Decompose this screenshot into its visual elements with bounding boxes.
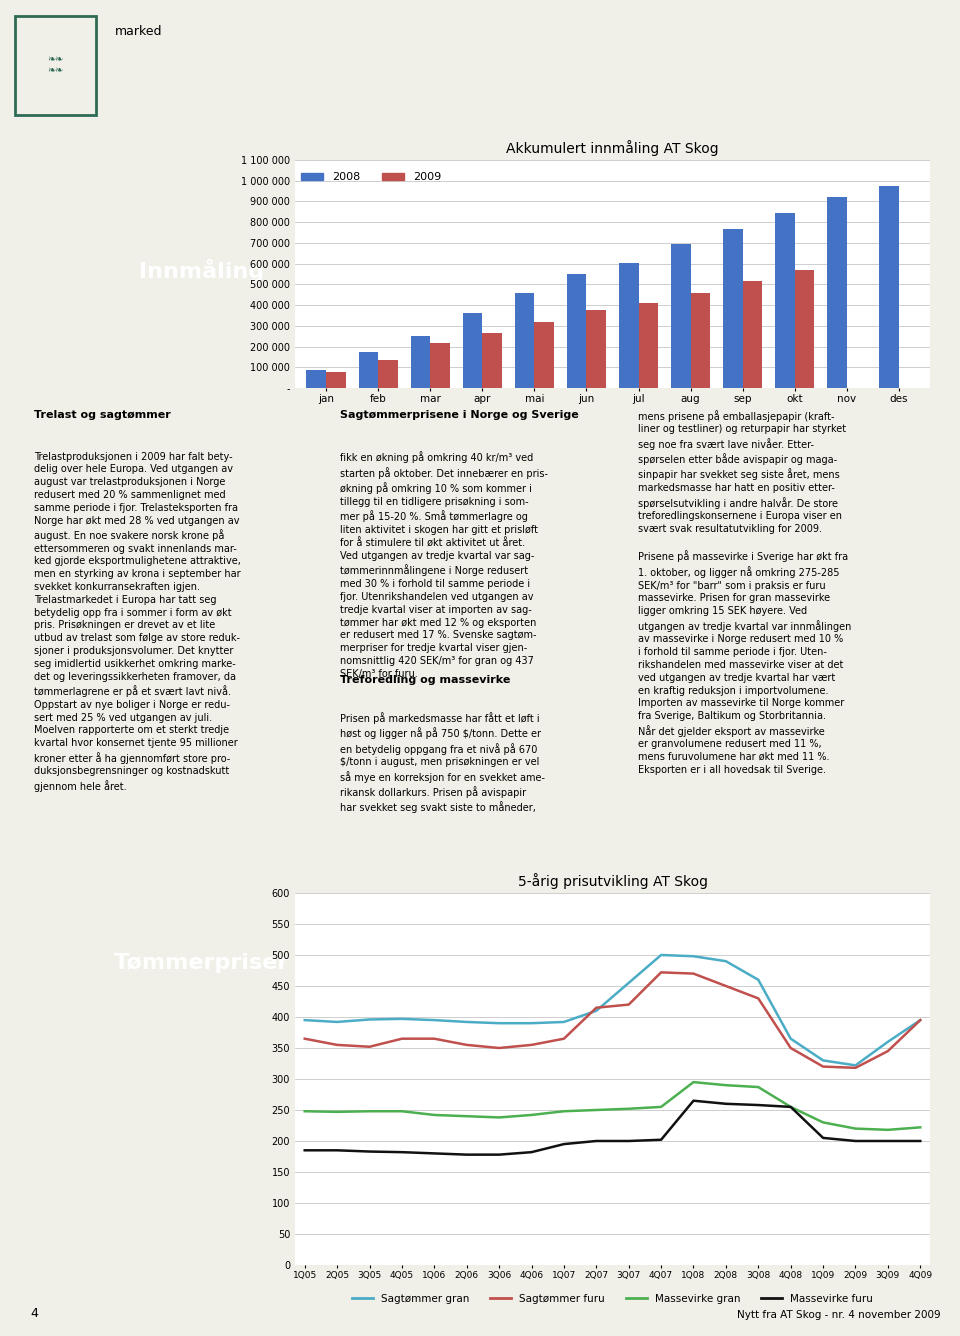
Text: Trelast og sagtømmer: Trelast og sagtømmer bbox=[35, 410, 171, 420]
Text: Prisen på markedsmasse har fått et løft i
høst og ligger nå på 750 $/tonn. Dette: Prisen på markedsmasse har fått et løft … bbox=[341, 712, 545, 814]
Bar bbox=[378, 359, 398, 387]
Text: fikk en økning på omkring 40 kr/m³ ved
starten på oktober. Det innebærer en pris: fikk en økning på omkring 40 kr/m³ ved s… bbox=[341, 452, 548, 679]
Text: Nytt fra AT Skog - nr. 4 november 2009: Nytt fra AT Skog - nr. 4 november 2009 bbox=[737, 1311, 941, 1320]
Bar bbox=[743, 282, 762, 387]
Bar bbox=[566, 274, 587, 387]
Title: Akkumulert innmåling AT Skog: Akkumulert innmåling AT Skog bbox=[506, 140, 719, 156]
Bar bbox=[587, 310, 607, 387]
Bar bbox=[795, 270, 814, 387]
Bar bbox=[827, 198, 847, 387]
Bar bbox=[619, 263, 638, 387]
Bar bbox=[482, 333, 502, 387]
Bar bbox=[775, 212, 795, 387]
Bar bbox=[535, 322, 554, 387]
Text: ❧❧
❧❧: ❧❧ ❧❧ bbox=[47, 55, 63, 76]
Text: Sagtømmerprisene i Norge og Sverige: Sagtømmerprisene i Norge og Sverige bbox=[341, 410, 579, 420]
Title: 5-årig prisutvikling AT Skog: 5-årig prisutvikling AT Skog bbox=[517, 874, 708, 888]
Text: Trelastproduksjonen i 2009 har falt bety-
delig over hele Europa. Ved utgangen a: Trelastproduksjonen i 2009 har falt bety… bbox=[35, 452, 241, 792]
Text: marked: marked bbox=[115, 25, 162, 37]
Bar bbox=[879, 186, 899, 387]
Bar bbox=[358, 351, 378, 387]
Bar bbox=[515, 293, 535, 387]
Text: Tømmerpriser: Tømmerpriser bbox=[114, 953, 290, 973]
Text: Innmåling: Innmåling bbox=[139, 258, 265, 282]
Bar bbox=[463, 314, 482, 387]
Text: Treforedling og massevirke: Treforedling og massevirke bbox=[341, 675, 511, 684]
Legend: 2008, 2009: 2008, 2009 bbox=[300, 172, 442, 183]
Text: mens prisene på emballasjepapir (kraft-
liner og testliner) og returpapir har st: mens prisene på emballasjepapir (kraft- … bbox=[637, 410, 851, 775]
Bar bbox=[671, 244, 690, 387]
Bar bbox=[430, 343, 450, 387]
Bar bbox=[638, 303, 659, 387]
Bar bbox=[690, 293, 710, 387]
Bar bbox=[411, 337, 430, 387]
Legend: Sagtømmer gran, Sagtømmer furu, Massevirke gran, Massevirke furu: Sagtømmer gran, Sagtømmer furu, Massevir… bbox=[348, 1289, 877, 1308]
Bar bbox=[723, 230, 743, 387]
Text: 4: 4 bbox=[30, 1307, 37, 1320]
Bar bbox=[326, 373, 346, 387]
Bar bbox=[306, 370, 326, 387]
